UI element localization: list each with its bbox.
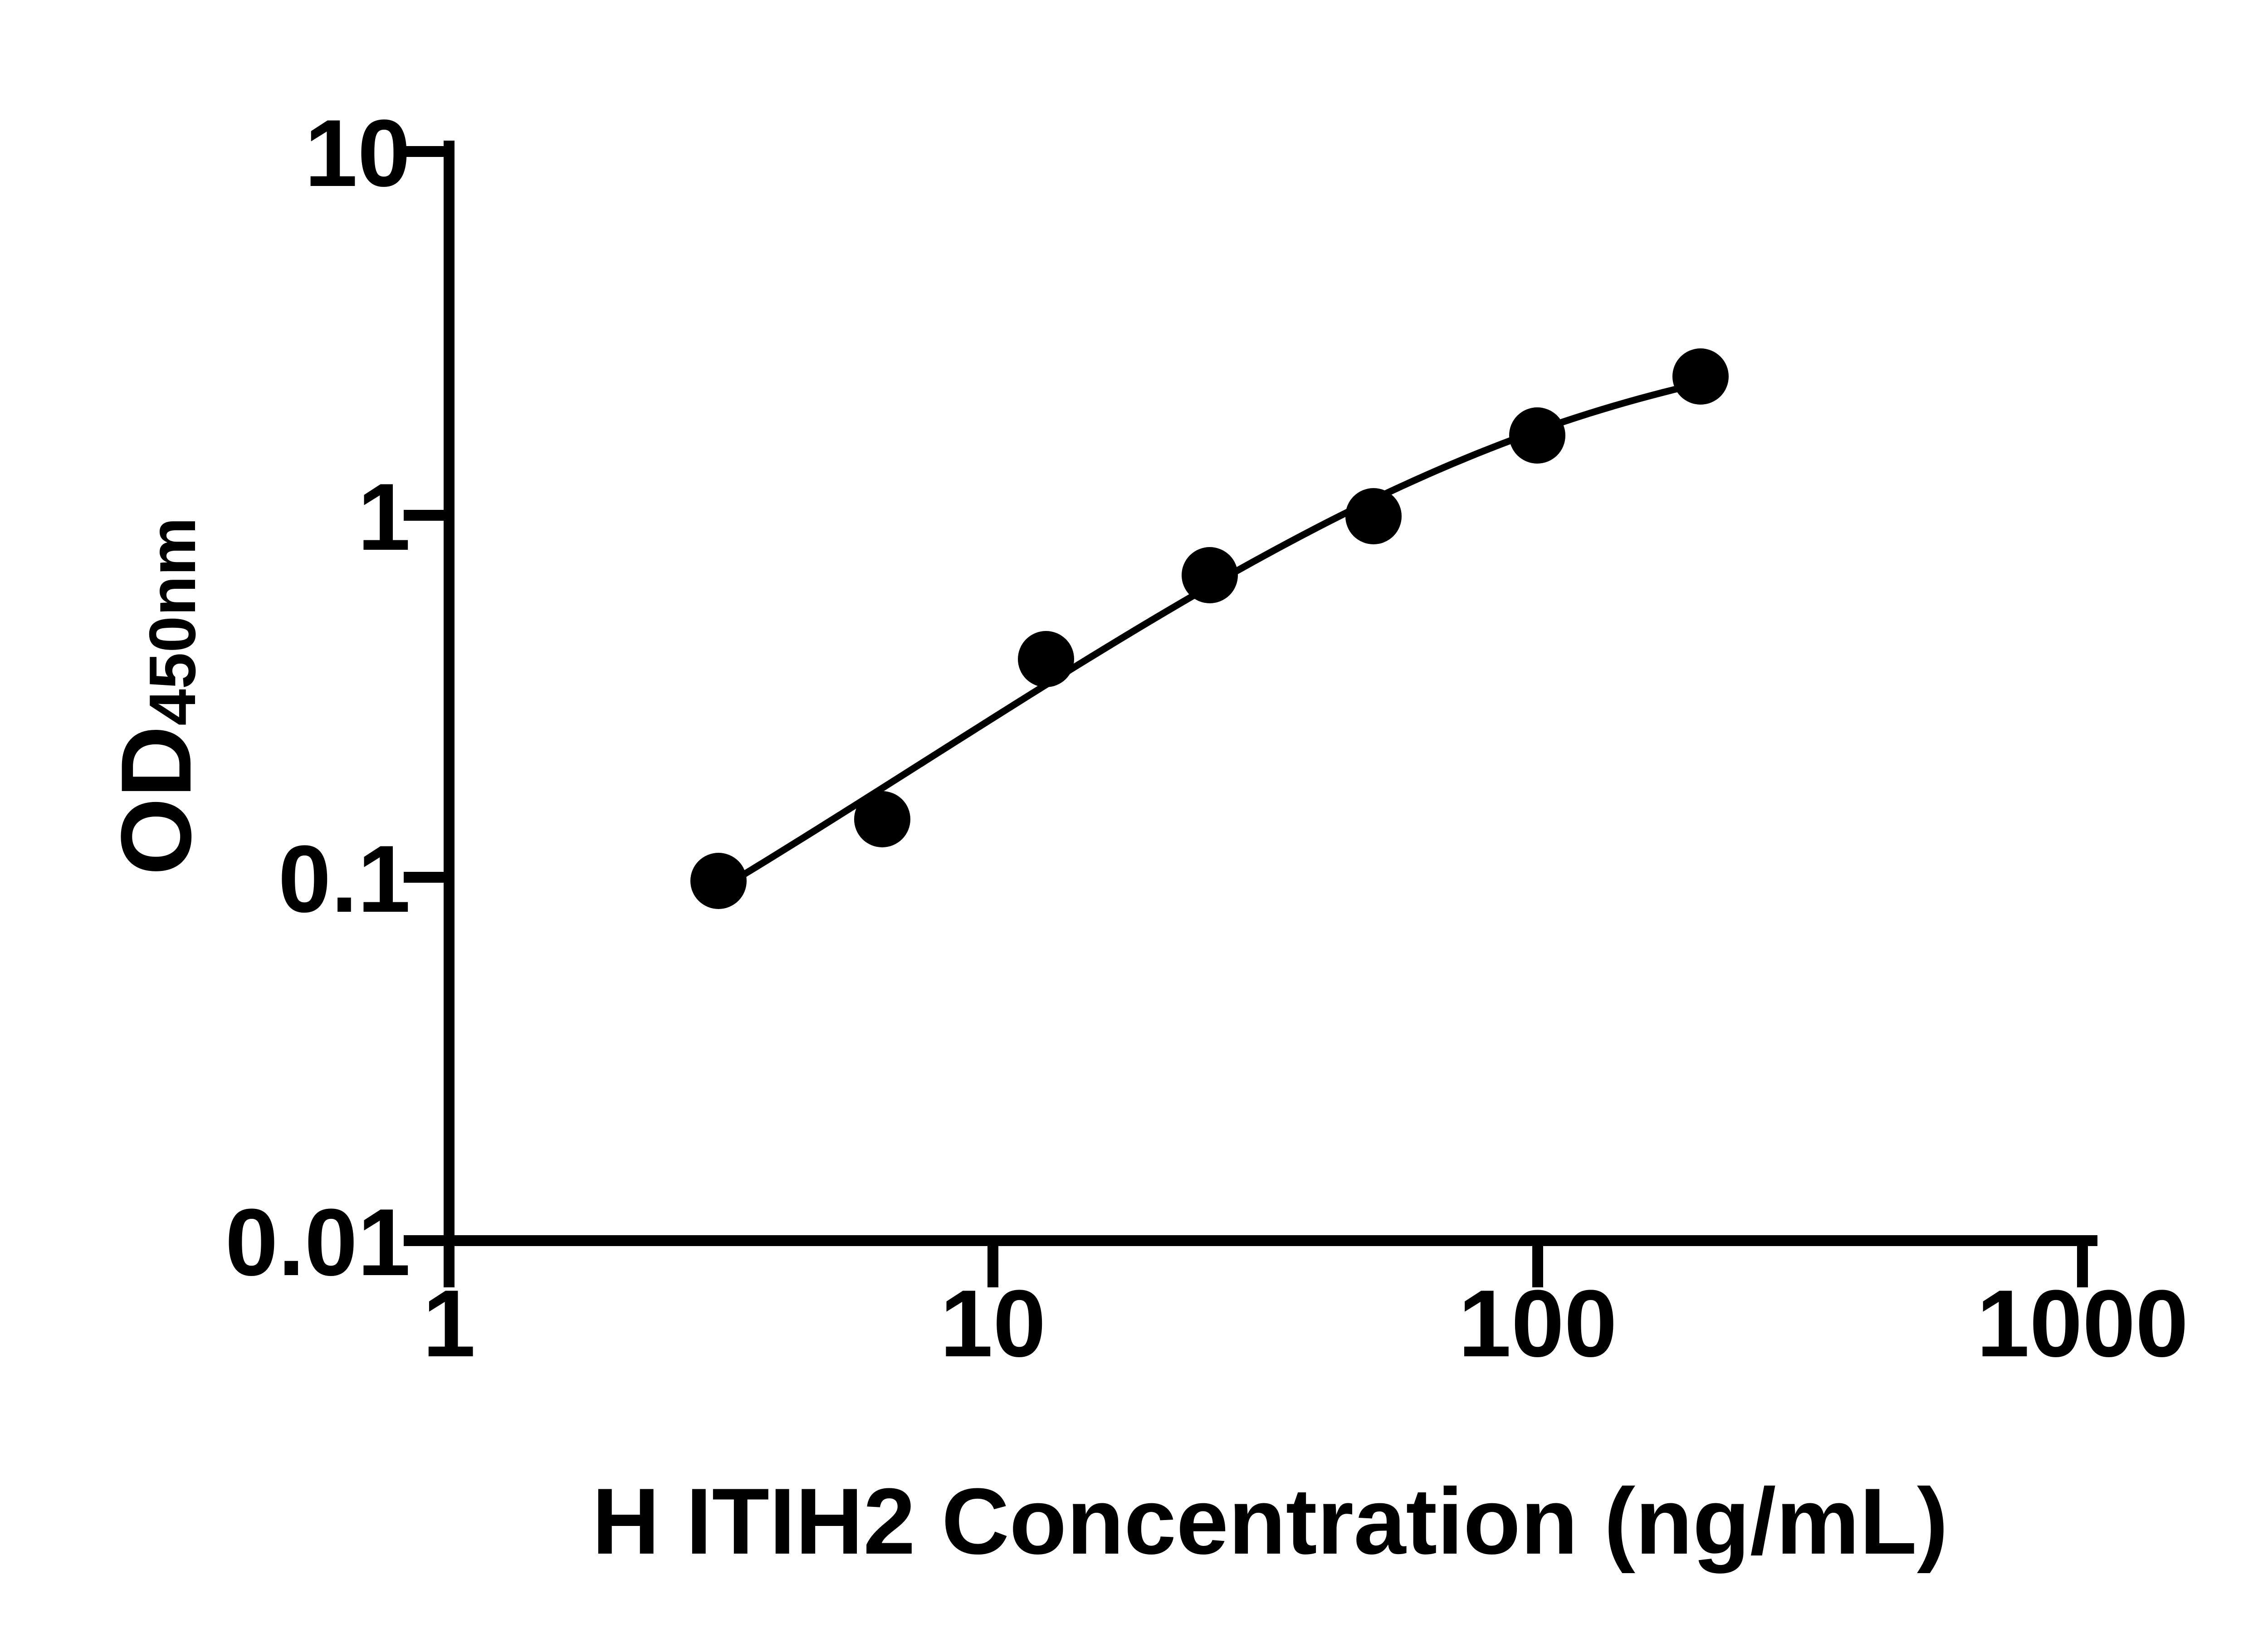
svg-text:1: 1 [423, 1270, 476, 1377]
svg-text:10: 10 [304, 100, 411, 206]
svg-text:0.01: 0.01 [225, 1189, 411, 1296]
svg-text:0.1: 0.1 [278, 826, 411, 932]
svg-text:10: 10 [940, 1270, 1046, 1377]
svg-text:1: 1 [357, 464, 411, 570]
svg-text:H ITIH2 Concentration (ng/mL): H ITIH2 Concentration (ng/mL) [592, 1469, 1948, 1574]
svg-text:100: 100 [1458, 1270, 1617, 1377]
svg-text:1000: 1000 [1976, 1270, 2188, 1377]
